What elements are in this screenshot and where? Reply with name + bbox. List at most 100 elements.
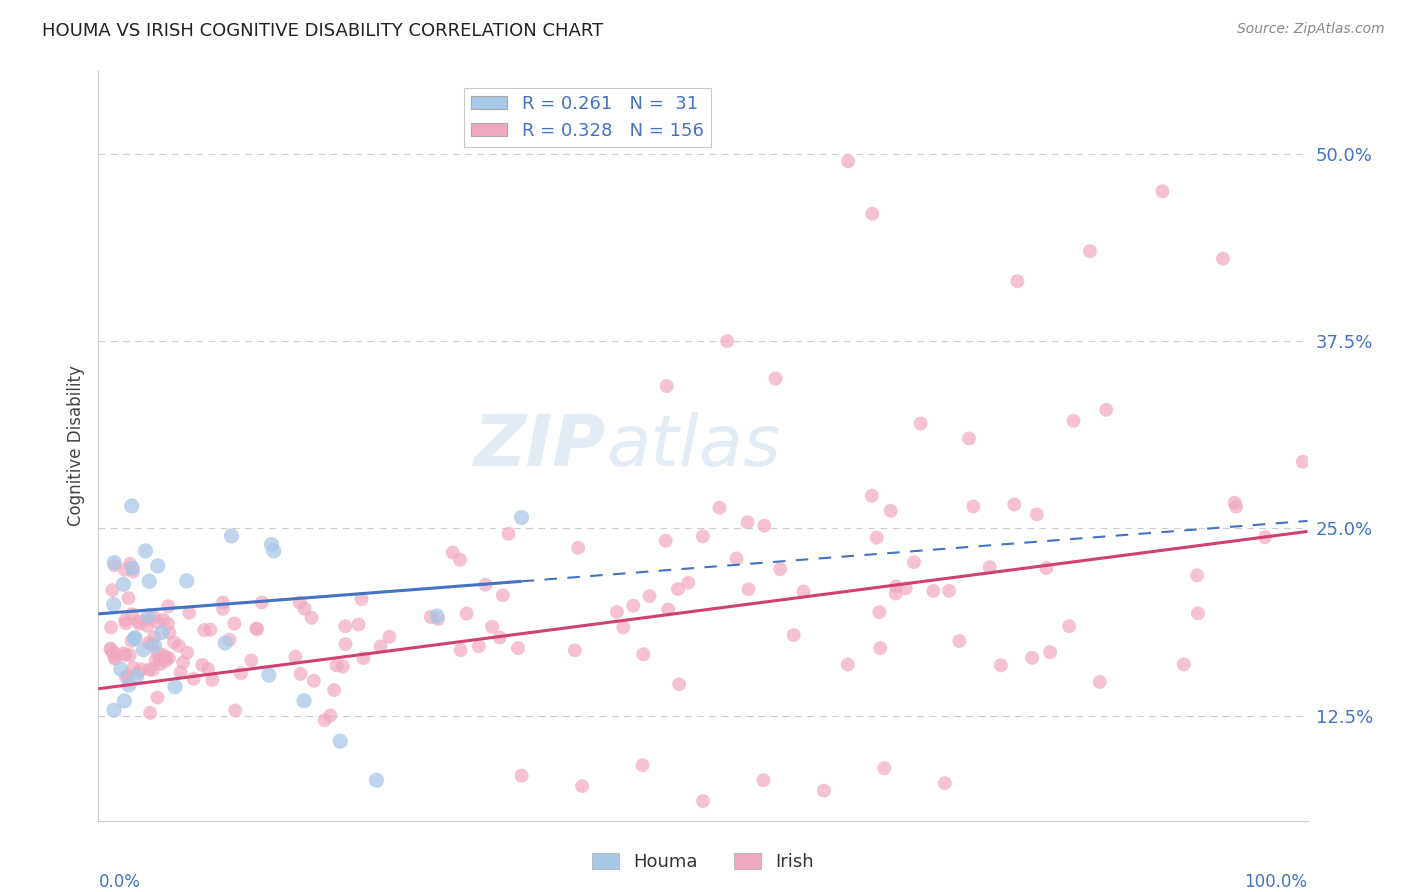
Point [873, 761, 896, 775]
Point [948, 634, 970, 648]
Point [837, 657, 859, 672]
Point [678, 575, 700, 590]
Point [150, 625, 173, 640]
Point [157, 625, 180, 640]
Point [114, 648, 136, 662]
Point [176, 574, 198, 588]
Point [118, 678, 141, 692]
Point [1223, 496, 1246, 510]
Point [157, 599, 180, 614]
Point [450, 643, 472, 657]
Point [1212, 252, 1234, 266]
Point [149, 657, 172, 671]
Point [419, 610, 441, 624]
Point [224, 616, 246, 631]
Point [246, 622, 269, 636]
Point [716, 334, 738, 348]
Point [302, 673, 325, 688]
Point [145, 653, 167, 667]
Point [884, 586, 907, 600]
Point [104, 652, 127, 666]
Point [124, 632, 146, 646]
Point [868, 605, 890, 619]
Point [347, 617, 370, 632]
Point [129, 662, 152, 676]
Point [143, 630, 166, 644]
Point [100, 620, 122, 634]
Point [212, 596, 235, 610]
Point [200, 623, 222, 637]
Point [754, 518, 776, 533]
Point [110, 662, 132, 676]
Point [138, 662, 160, 676]
Point [990, 658, 1012, 673]
Point [100, 642, 122, 657]
Point [378, 630, 401, 644]
Point [103, 703, 125, 717]
Point [139, 706, 162, 720]
Point [143, 639, 166, 653]
Point [157, 650, 180, 665]
Point [138, 574, 160, 589]
Point [638, 589, 661, 603]
Point [350, 592, 373, 607]
Point [468, 640, 491, 654]
Point [934, 776, 956, 790]
Point [1039, 645, 1062, 659]
Point [314, 713, 336, 727]
Point [567, 541, 589, 555]
Point [427, 612, 450, 626]
Text: atlas: atlas [606, 411, 780, 481]
Point [224, 703, 246, 717]
Point [124, 631, 146, 645]
Point [329, 734, 352, 748]
Point [103, 558, 125, 573]
Point [903, 555, 925, 569]
Point [101, 583, 124, 598]
Point [290, 666, 312, 681]
Point [922, 584, 945, 599]
Point [481, 620, 503, 634]
Point [127, 615, 149, 629]
Point [488, 631, 510, 645]
Point [962, 500, 984, 514]
Point [1021, 650, 1043, 665]
Point [128, 616, 150, 631]
Point [221, 529, 243, 543]
Point [163, 635, 186, 649]
Point [301, 611, 323, 625]
Point [1187, 607, 1209, 621]
Point [1225, 500, 1247, 514]
Point [292, 694, 315, 708]
Point [668, 677, 690, 691]
Point [127, 665, 149, 680]
Point [136, 613, 159, 627]
Point [136, 619, 159, 633]
Point [564, 643, 586, 657]
Point [114, 616, 136, 631]
Point [125, 670, 148, 684]
Point [1035, 561, 1057, 575]
Point [612, 620, 634, 634]
Point [1254, 530, 1277, 544]
Point [104, 649, 127, 664]
Point [101, 646, 124, 660]
Point [103, 556, 125, 570]
Point [218, 632, 240, 647]
Point [150, 648, 173, 662]
Point [1173, 657, 1195, 672]
Point [884, 579, 907, 593]
Point [288, 595, 311, 609]
Point [155, 650, 177, 665]
Point [183, 672, 205, 686]
Point [284, 649, 307, 664]
Point [860, 207, 883, 221]
Point [260, 538, 283, 552]
Point [606, 605, 628, 619]
Point [112, 577, 135, 591]
Point [122, 565, 145, 579]
Point [156, 616, 179, 631]
Point [117, 591, 139, 606]
Point [121, 499, 143, 513]
Point [692, 794, 714, 808]
